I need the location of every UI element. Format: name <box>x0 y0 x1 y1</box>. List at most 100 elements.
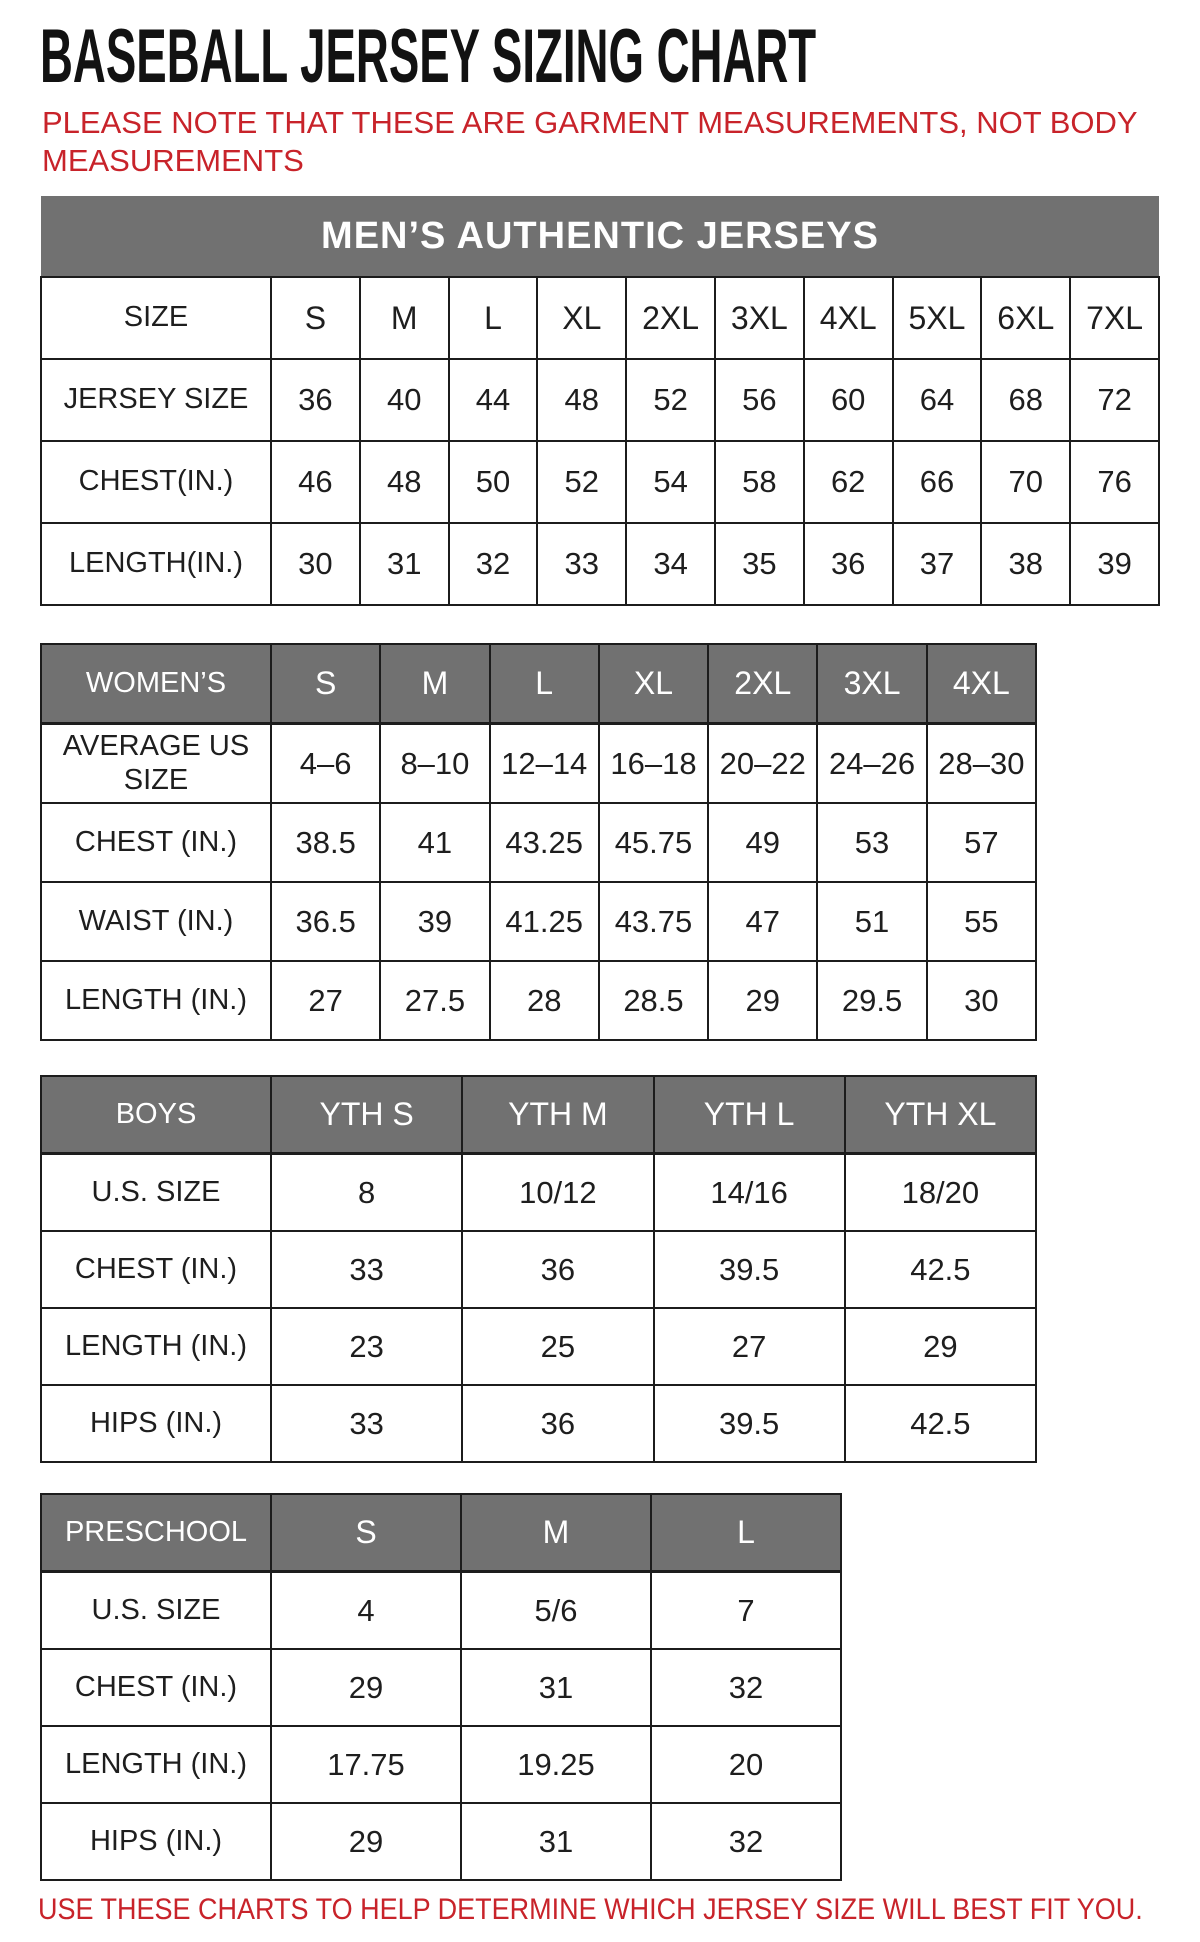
size-value: 20 <box>650 1725 842 1804</box>
mens-banner: MEN’S AUTHENTIC JERSEYS <box>41 196 1159 277</box>
row-label: JERSEY SIZE <box>40 358 272 442</box>
size-value: 41 <box>379 802 491 883</box>
size-value: 48 <box>358 440 450 524</box>
preschool-sizing-table: PRESCHOOL S M L U.S. SIZE 4 5/6 7 CHEST (IN.) 29 3… <box>40 1493 842 1881</box>
table-row: CHEST(IN.) 46 48 50 52 54 58 62 66 70 76 <box>40 440 1160 524</box>
size-value: 29 <box>270 1648 462 1727</box>
column-header: XL <box>536 276 628 360</box>
size-value: 39.5 <box>652 1230 846 1309</box>
size-value: 39 <box>1069 522 1160 606</box>
row-label: U.S. SIZE <box>40 1570 272 1650</box>
size-value: 66 <box>891 440 983 524</box>
size-value: 36 <box>270 358 361 442</box>
table-row: CHEST (IN.) 33 36 39.5 42.5 <box>40 1230 1038 1309</box>
column-header: YTH L <box>652 1075 846 1155</box>
size-value: 7 <box>650 1570 842 1650</box>
column-header: 2XL <box>625 276 716 360</box>
size-value: 35 <box>713 522 805 606</box>
table-row: WAIST (IN.) 36.5 39 41.25 43.75 47 51 55 <box>40 881 1038 962</box>
column-header: XL <box>597 643 710 725</box>
table-row: CHEST (IN.) 38.5 41 43.25 45.75 49 53 57 <box>40 802 1038 883</box>
table-row: HIPS (IN.) 33 36 39.5 42.5 <box>40 1384 1038 1463</box>
size-value: 30 <box>270 522 361 606</box>
table-row: JERSEY SIZE 36 40 44 48 52 56 60 64 68 72 <box>40 358 1160 442</box>
row-label: HIPS (IN.) <box>40 1384 272 1463</box>
size-value: 34 <box>625 522 716 606</box>
column-header: S <box>270 276 361 360</box>
size-value: 32 <box>650 1802 842 1881</box>
size-value: 68 <box>980 358 1072 442</box>
size-value: 19.25 <box>460 1725 652 1804</box>
table-row: LENGTH (IN.) 27 27.5 28 28.5 29 29.5 30 <box>40 960 1038 1041</box>
column-header: 4XL <box>925 643 1038 725</box>
size-value: 38 <box>980 522 1072 606</box>
size-value: 64 <box>891 358 983 442</box>
size-value: 42.5 <box>843 1230 1038 1309</box>
size-value: 56 <box>713 358 805 442</box>
size-value: 28 <box>488 960 600 1041</box>
size-value: 32 <box>650 1648 842 1727</box>
size-value: 27.5 <box>379 960 491 1041</box>
row-label: CHEST (IN.) <box>40 1230 272 1309</box>
size-value: 70 <box>980 440 1072 524</box>
size-value: 40 <box>358 358 450 442</box>
column-header: 3XL <box>713 276 805 360</box>
table-banner-row: MEN’S AUTHENTIC JERSEYS <box>41 196 1159 277</box>
column-header: 5XL <box>891 276 983 360</box>
table-row: U.S. SIZE 8 10/12 14/16 18/20 <box>40 1152 1038 1232</box>
size-value: 27 <box>652 1307 846 1386</box>
boys-table-title-cell: BOYS <box>40 1075 272 1155</box>
size-value: 42.5 <box>843 1384 1038 1463</box>
size-value: 29 <box>707 960 819 1041</box>
size-value: 52 <box>536 440 628 524</box>
size-value: 10/12 <box>461 1152 655 1232</box>
column-header: L <box>447 276 539 360</box>
row-label: LENGTH (IN.) <box>40 1307 272 1386</box>
row-label: HIPS (IN.) <box>40 1802 272 1881</box>
table-header-row: WOMEN’S S M L XL 2XL 3XL 4XL <box>40 643 1038 725</box>
table-row: HIPS (IN.) 29 31 32 <box>40 1802 842 1881</box>
size-value: 16–18 <box>597 722 710 804</box>
womens-sizing-table: WOMEN’S S M L XL 2XL 3XL 4XL AVERAGE US SIZE 4–6 8… <box>40 643 1038 1041</box>
size-value: 36 <box>802 522 894 606</box>
womens-table-title-cell: WOMEN’S <box>40 643 272 725</box>
column-header: S <box>270 1493 462 1573</box>
boys-sizing-table: BOYS YTH S YTH M YTH L YTH XL U.S. SIZE 8 10/12… <box>40 1075 1038 1463</box>
table-header-row: BOYS YTH S YTH M YTH L YTH XL <box>40 1075 1038 1155</box>
size-value: 54 <box>625 440 716 524</box>
size-value: 5/6 <box>460 1570 652 1650</box>
table-row: AVERAGE US SIZE 4–6 8–10 12–14 16–18 20–22 24–… <box>40 722 1038 804</box>
table-header-row: PRESCHOOL S M L <box>40 1493 842 1573</box>
size-value: 8 <box>269 1152 464 1232</box>
size-value: 49 <box>707 802 819 883</box>
size-value: 28–30 <box>925 722 1038 804</box>
size-value: 38.5 <box>269 802 382 883</box>
column-header: M <box>379 643 491 725</box>
row-label: AVERAGE US SIZE <box>40 722 272 804</box>
size-value: 48 <box>536 358 628 442</box>
mens-authentic-jerseys-table: MEN’S AUTHENTIC JERSEYS SIZE S M L XL 2XL 3XL 4X… <box>40 196 1160 606</box>
size-value: 12–14 <box>488 722 600 804</box>
table-row: LENGTH (IN.) 17.75 19.25 20 <box>40 1725 842 1804</box>
row-label: CHEST (IN.) <box>40 1648 272 1727</box>
size-value: 29.5 <box>816 960 928 1041</box>
garment-measurements-note: PLEASE NOTE THAT THESE ARE GARMENT MEASU… <box>42 105 1138 178</box>
size-value: 27 <box>269 960 382 1041</box>
size-value: 47 <box>707 881 819 962</box>
size-value: 52 <box>625 358 716 442</box>
size-value: 28.5 <box>597 960 710 1041</box>
size-value: 72 <box>1069 358 1160 442</box>
mens-table-title-cell: SIZE <box>40 276 272 360</box>
column-header: 4XL <box>802 276 894 360</box>
size-value: 4–6 <box>269 722 382 804</box>
size-value: 32 <box>447 522 539 606</box>
size-value: 50 <box>447 440 539 524</box>
size-value: 23 <box>269 1307 464 1386</box>
row-label: U.S. SIZE <box>40 1152 272 1232</box>
size-value: 55 <box>925 881 1038 962</box>
size-value: 29 <box>270 1802 462 1881</box>
row-label: LENGTH (IN.) <box>40 960 272 1041</box>
table-row: LENGTH (IN.) 23 25 27 29 <box>40 1307 1038 1386</box>
size-value: 20–22 <box>707 722 819 804</box>
